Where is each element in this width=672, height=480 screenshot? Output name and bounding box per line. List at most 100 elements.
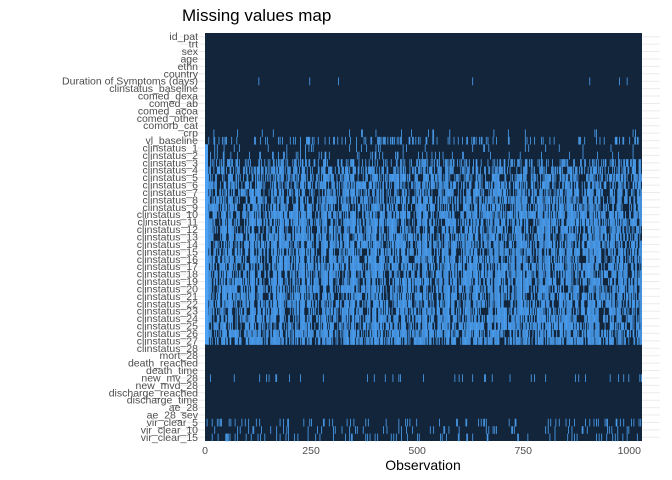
missing-cell	[432, 159, 434, 167]
missing-cell	[261, 166, 263, 175]
missing-cell	[524, 218, 525, 227]
missing-cell	[249, 159, 251, 167]
missing-cell	[409, 211, 411, 219]
missing-cell	[426, 255, 428, 264]
missing-cell	[223, 262, 225, 271]
missing-cell	[223, 203, 225, 212]
missing-cell	[277, 159, 279, 167]
missing-cell	[621, 188, 623, 197]
missing-cell	[383, 159, 384, 167]
missing-cell	[225, 270, 227, 279]
missing-cell	[366, 144, 368, 152]
missing-cell	[343, 188, 345, 197]
missing-cell	[384, 136, 386, 145]
missing-cell	[239, 255, 241, 264]
missing-cell	[468, 196, 470, 204]
missing-cell	[587, 240, 589, 249]
missing-cell	[579, 166, 581, 175]
missing-cell	[517, 262, 519, 271]
missing-cell	[295, 181, 297, 190]
missing-cell	[428, 255, 429, 264]
missing-cell	[397, 218, 399, 227]
missing-cell	[278, 188, 280, 197]
missing-cell	[227, 159, 228, 167]
missing-cell	[568, 181, 569, 190]
missing-cell	[593, 255, 595, 264]
missing-cell	[621, 262, 623, 271]
missing-cell	[542, 240, 544, 249]
missing-cell	[448, 196, 450, 204]
missing-cell	[374, 181, 376, 190]
missing-cell	[221, 166, 223, 175]
missing-cell	[481, 233, 483, 242]
missing-cell	[585, 211, 586, 219]
missing-cell	[257, 255, 259, 264]
missing-cell	[541, 136, 542, 145]
missing-cell	[574, 188, 576, 197]
missing-cell	[633, 225, 635, 234]
missing-cell	[415, 136, 417, 145]
missing-cell	[231, 203, 233, 212]
missing-cell	[311, 262, 313, 271]
missing-cell	[582, 203, 584, 212]
missing-cell	[521, 248, 523, 256]
missing-cell	[297, 225, 299, 234]
missing-cell	[440, 211, 442, 219]
missing-cell	[441, 225, 443, 234]
missing-cell	[294, 203, 295, 212]
missing-cell	[214, 144, 216, 152]
missing-cell	[581, 166, 583, 175]
missing-cell	[422, 240, 424, 249]
missing-cell	[414, 166, 416, 175]
missing-cell	[518, 248, 519, 256]
missing-cell	[446, 262, 448, 271]
missing-cell	[279, 211, 281, 219]
missing-cell	[328, 173, 330, 182]
missing-cell	[539, 196, 541, 204]
missing-cell	[289, 211, 290, 219]
missing-cell	[353, 173, 355, 182]
missing-cell	[348, 233, 350, 242]
missing-cell	[287, 218, 289, 227]
missing-cell	[523, 196, 525, 204]
missing-cell	[221, 225, 223, 234]
missing-cell	[494, 240, 496, 249]
missing-cell	[373, 255, 375, 264]
missing-cell	[467, 211, 468, 219]
missing-cell	[272, 211, 274, 219]
missing-cell	[333, 173, 334, 182]
missing-cell	[619, 262, 620, 271]
missing-cell	[473, 225, 474, 234]
missing-cell	[404, 159, 406, 167]
missing-cell	[468, 166, 470, 175]
missing-cell	[409, 173, 411, 182]
missing-cell	[287, 255, 289, 264]
missing-cell	[249, 181, 251, 190]
missing-cell	[347, 240, 349, 249]
missing-cell	[308, 240, 310, 249]
missing-cell	[354, 166, 356, 175]
missing-cell	[515, 196, 517, 204]
missing-cell	[311, 255, 312, 264]
missing-cell	[539, 159, 541, 167]
missing-cell	[505, 225, 507, 234]
missing-cell	[606, 203, 608, 212]
missing-cell	[497, 248, 499, 256]
missing-cell	[308, 144, 310, 152]
missing-cell	[609, 188, 611, 197]
missing-cell	[476, 255, 478, 264]
missing-cell	[418, 159, 420, 167]
missing-cell	[577, 181, 579, 190]
missing-cell	[502, 248, 504, 256]
missing-cell	[255, 203, 256, 212]
missing-cell	[569, 151, 570, 160]
missing-cell	[603, 240, 605, 249]
missing-cell	[409, 136, 411, 145]
missing-cell	[280, 203, 282, 212]
missing-cell	[424, 248, 426, 256]
missing-cell	[394, 211, 396, 219]
missing-cell	[312, 173, 314, 182]
missing-cell	[596, 203, 597, 212]
missing-cell	[609, 173, 611, 182]
missing-cell	[229, 203, 231, 212]
